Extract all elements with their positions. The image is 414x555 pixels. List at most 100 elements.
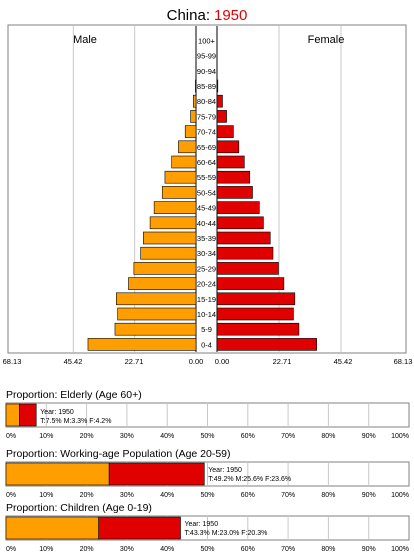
proportion-working-age-panel: Proportion: Working-age Population (Age … [5,448,410,499]
male-proportion-bar [5,516,99,540]
female-proportion-bar [108,462,205,486]
male-bar [195,79,197,93]
male-bar [184,125,197,138]
female-bar [216,246,274,260]
tick-label: 70% [281,492,295,499]
age-group-label: 60-64 [197,158,216,167]
male-tick-label: 68.13 [3,357,22,366]
tick-label: 40% [160,546,174,553]
proportion-axis: 0% 10% 20% 30% 40% 50% 60% 70% 80% 90% 100% [6,433,409,440]
tick-label: 100% [391,492,409,499]
proportion-stats: T:49.2% M:25.6% F:23.6% [208,476,291,483]
male-bar [171,155,197,169]
age-group-label: 45-49 [197,204,216,213]
proportion-axis: 0% 10% 20% 30% 40% 50% 60% 70% 80% 90% 100% [6,546,409,553]
male-bar [190,110,197,123]
female-bar [216,231,271,245]
male-bar [143,231,197,245]
age-group-label: 25-29 [197,264,216,273]
tick-label: 20% [80,546,94,553]
female-tick-label: 22.71 [273,357,292,366]
title-country: China: [167,7,210,24]
female-bar [216,94,223,108]
tick-label: 100% [391,546,409,553]
proportion-year: Year: 1950 [208,467,242,474]
tick-label: 20% [80,433,94,440]
pyramid-bars [87,49,317,351]
proportion-bars [5,403,37,427]
tick-label: 70% [281,433,295,440]
age-group-label: 70-74 [197,128,216,137]
tick-label: 0% [6,433,16,440]
male-proportion-bar [5,403,20,427]
tick-label: 60% [241,492,255,499]
female-bar [216,338,317,351]
tick-label: 30% [120,546,134,553]
proportion-title: Proportion: Working-age Population (Age … [6,448,231,460]
tick-label: 70% [281,546,295,553]
male-bar [192,94,197,108]
age-group-label: 15-19 [197,295,216,304]
tick-label: 50% [200,546,214,553]
tick-label: 50% [200,492,214,499]
tick-label: 90% [362,492,376,499]
male-bar [133,262,197,275]
proportion-children-panel: Proportion: Children (Age 0-19) Year: 19… [5,502,410,553]
female-bar [216,79,219,93]
male-tick-label: 0.00 [189,357,204,366]
proportion-year: Year: 1950 [40,409,74,416]
age-group-label: 50-54 [197,188,216,197]
tick-label: 40% [160,492,174,499]
female-bar [216,155,245,169]
male-bar [164,170,197,184]
female-tick-label: 0.00 [215,357,230,366]
tick-label: 30% [120,492,134,499]
tick-label: 80% [321,546,335,553]
female-bar [216,292,296,306]
male-bar [149,216,197,230]
tick-label: 60% [241,433,255,440]
age-group-label: 90-94 [197,67,216,76]
female-proportion-bar [18,403,37,427]
age-group-label: 100+ [198,36,216,45]
pyramid-frame [7,24,407,354]
proportion-grid [45,403,370,427]
tick-label: 30% [120,433,134,440]
chart-title: China: 1950 [167,7,248,24]
tick-label: 0% [6,546,16,553]
female-bar [216,216,264,230]
tick-label: 0% [6,492,16,499]
proportion-bars [5,516,181,540]
proportion-year: Year: 1950 [184,521,218,528]
female-bar [216,125,234,138]
male-bar [140,246,197,260]
proportion-bars [5,462,205,486]
female-bar [216,170,251,184]
female-bar [216,140,240,154]
age-group-label: 30-34 [197,249,216,258]
age-group-label: 5-9 [201,325,212,334]
female-proportion-bar [98,516,181,540]
male-bar [161,186,197,199]
proportion-stats: T:43.3% M:23.0% F:20.3% [184,530,267,537]
male-bar [117,307,197,321]
male-tick-label: 45.42 [64,357,83,366]
proportion-title: Proportion: Elderly (Age 60+) [6,389,142,401]
tick-label: 10% [39,433,53,440]
tick-label: 60% [241,546,255,553]
female-label: Female [308,34,345,46]
female-bar [216,110,227,123]
female-bar [216,262,279,275]
tick-label: 100% [391,433,409,440]
age-group-label: 85-89 [197,82,216,91]
female-bar [216,322,300,336]
age-group-label: 55-59 [197,173,216,182]
male-label: Male [73,34,97,46]
proportion-axis: 0% 10% 20% 30% 40% 50% 60% 70% 80% 90% 100% [6,492,409,499]
age-group-label: 35-39 [197,234,216,243]
tick-label: 40% [160,433,174,440]
female-bar [216,277,285,290]
male-bar [116,292,197,306]
proportion-stats: T:7.5% M:3.3% F:4.2% [40,418,111,425]
male-bar [114,322,197,336]
